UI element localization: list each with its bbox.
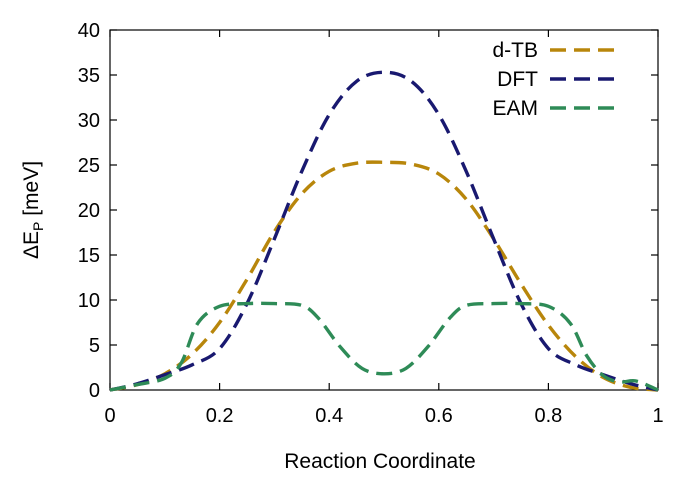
legend-label-dft: DFT <box>497 68 538 91</box>
y-axis-title-unit: [meV] <box>20 161 43 222</box>
x-tick-label: 0.8 <box>534 405 562 427</box>
x-axis-title: Reaction Coordinate <box>284 450 475 473</box>
y-tick-label: 10 <box>78 290 100 312</box>
legend-label-eam: EAM <box>492 97 538 120</box>
series-line-d-tb <box>109 160 659 392</box>
y-axis-title-main: ΔE <box>20 231 43 259</box>
y-tick-label: 15 <box>78 245 100 267</box>
legend: d-TB DFT EAM <box>492 39 622 120</box>
y-tick-label: 40 <box>78 20 100 42</box>
y-axis-title-sub: P <box>30 222 46 231</box>
y-tick-label: 25 <box>78 155 100 177</box>
series-line-dft <box>109 70 659 392</box>
y-tick-label: 35 <box>78 65 100 87</box>
series-line-eam <box>109 301 659 392</box>
y-axis-title: ΔEP [meV] <box>20 161 46 259</box>
x-tick-label: 0.4 <box>315 405 343 427</box>
legend-label-d-tb: d-TB <box>492 39 538 62</box>
y-tick-label: 5 <box>89 335 100 357</box>
x-tick-label: 0.6 <box>425 405 453 427</box>
x-tick-label: 1 <box>652 405 663 427</box>
y-tick-label: 30 <box>78 110 100 132</box>
series-group <box>109 70 659 392</box>
x-tick-label: 0.2 <box>206 405 234 427</box>
y-tick-label: 20 <box>78 200 100 222</box>
y-tick-label: 0 <box>89 380 100 402</box>
x-tick-label: 0 <box>104 405 115 427</box>
